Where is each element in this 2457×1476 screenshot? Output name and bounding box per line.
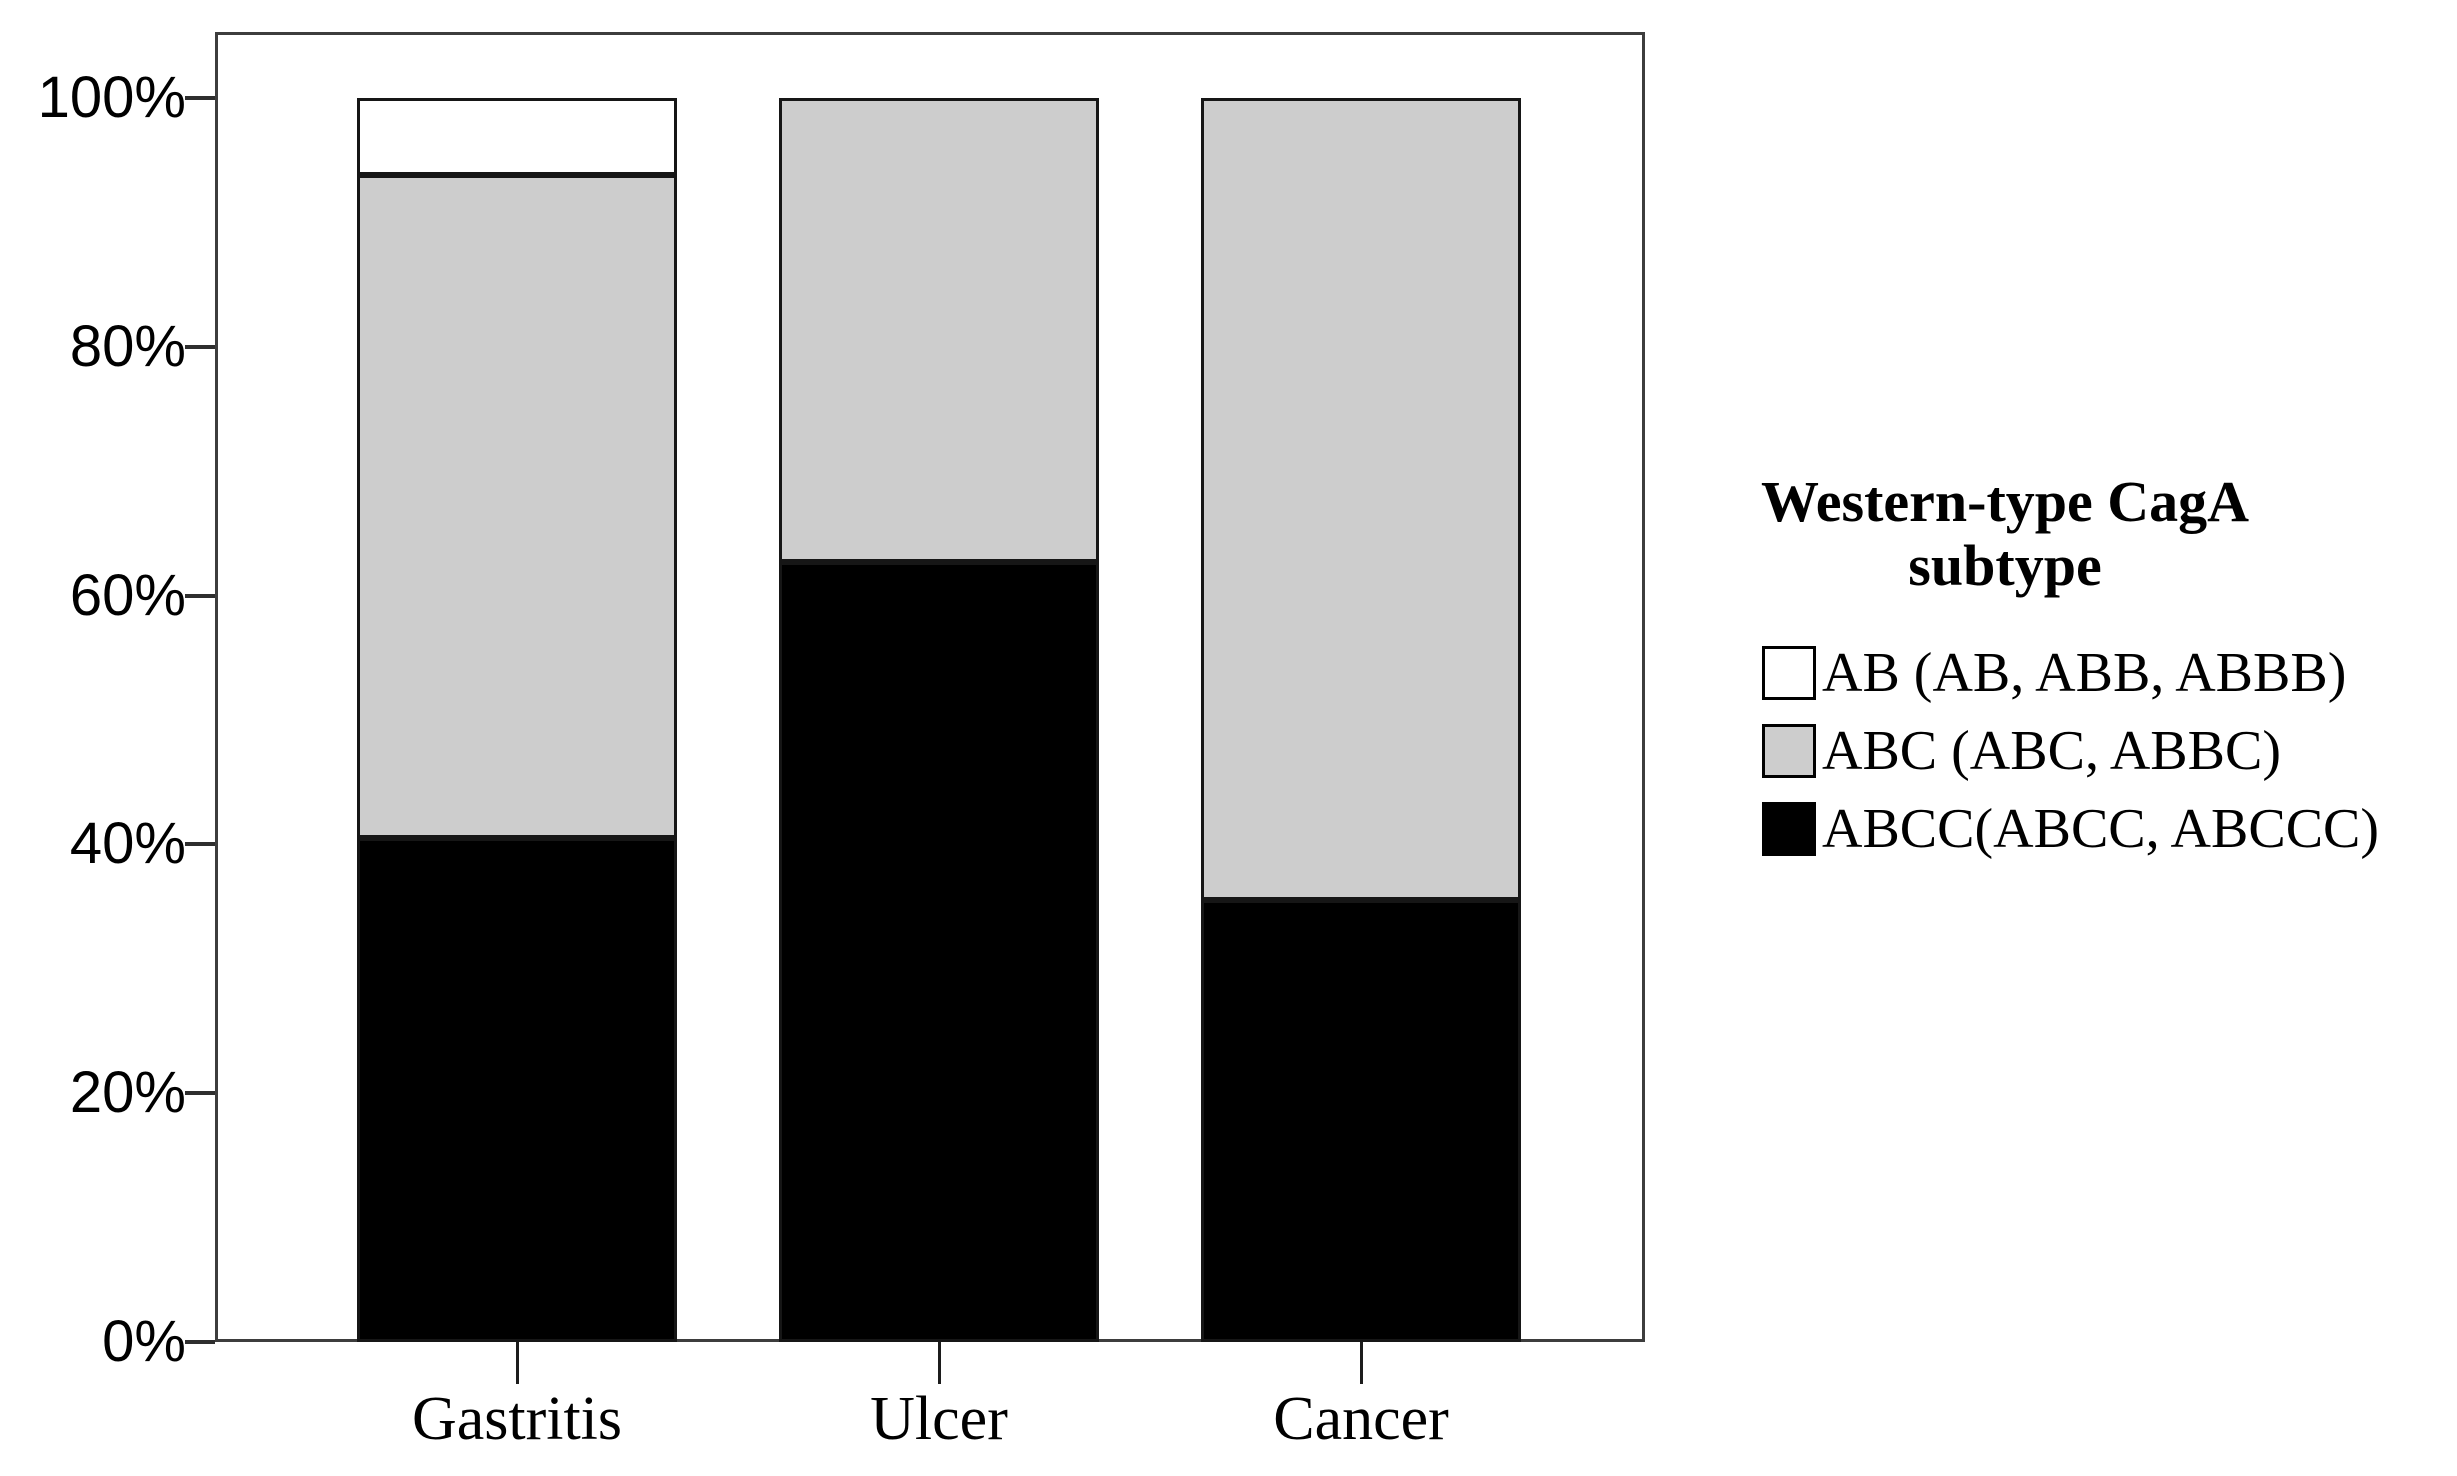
legend-swatch-gray (1762, 724, 1816, 778)
y-axis-tick-label: 60% (69, 562, 186, 628)
x-axis-label-gastritis: Gastritis (411, 1385, 623, 1453)
y-axis-tick (185, 96, 215, 100)
x-axis-tick (937, 1342, 941, 1384)
y-axis-tick (185, 842, 215, 847)
bar-segment-cancer-abcc (1201, 900, 1521, 1342)
legend-entry: ABCC(ABCC, ABCCC) (1762, 790, 2379, 868)
y-axis-tick (185, 1091, 215, 1096)
legend-entry-label: AB (AB, ABB, ABBB) (1822, 642, 2347, 704)
bar-segment-ulcer-abcc (779, 562, 1099, 1342)
bar-segment-gastritis-abc (357, 175, 677, 839)
legend-swatch-black (1762, 802, 1816, 856)
legend-swatch-white (1762, 646, 1816, 700)
legend-entry: ABC (ABC, ABBC) (1762, 712, 2281, 790)
y-axis-tick-label: 100% (37, 65, 186, 130)
y-axis-tick (185, 1340, 215, 1344)
bar-segment-cancer-abc (1201, 98, 1521, 901)
bar-segment-gastritis-ab (357, 98, 677, 176)
x-axis-label-ulcer: Ulcer (870, 1385, 1008, 1453)
y-axis-tick-label: 40% (69, 811, 186, 877)
legend-title-line-2: subtype (1908, 533, 2102, 598)
legend-entry-label: ABCC(ABCC, ABCCC) (1822, 798, 2380, 860)
y-axis-tick (185, 593, 215, 598)
y-axis-tick-label: 0% (102, 1309, 186, 1374)
legend-title: Western-type CagA subtype (1660, 470, 2350, 598)
legend-entry-label: ABC (ABC, ABBC) (1822, 720, 2281, 782)
legend-entry: AB (AB, ABB, ABBB) (1762, 634, 2346, 712)
legend: Western-type CagA subtype AB (AB, ABB, A… (1660, 470, 2440, 890)
x-axis-label-cancer: Cancer (1273, 1385, 1449, 1453)
y-axis-tick-label: 80% (69, 313, 186, 379)
x-axis-tick (1359, 1342, 1363, 1384)
y-axis-tick-label: 20% (69, 1060, 186, 1126)
y-axis-tick (185, 344, 215, 349)
bar-segment-gastritis-abcc (357, 838, 677, 1342)
x-axis-tick (515, 1342, 519, 1384)
bar-segment-ulcer-abc (779, 98, 1099, 562)
legend-title-line-1: Western-type CagA (1760, 469, 2250, 534)
